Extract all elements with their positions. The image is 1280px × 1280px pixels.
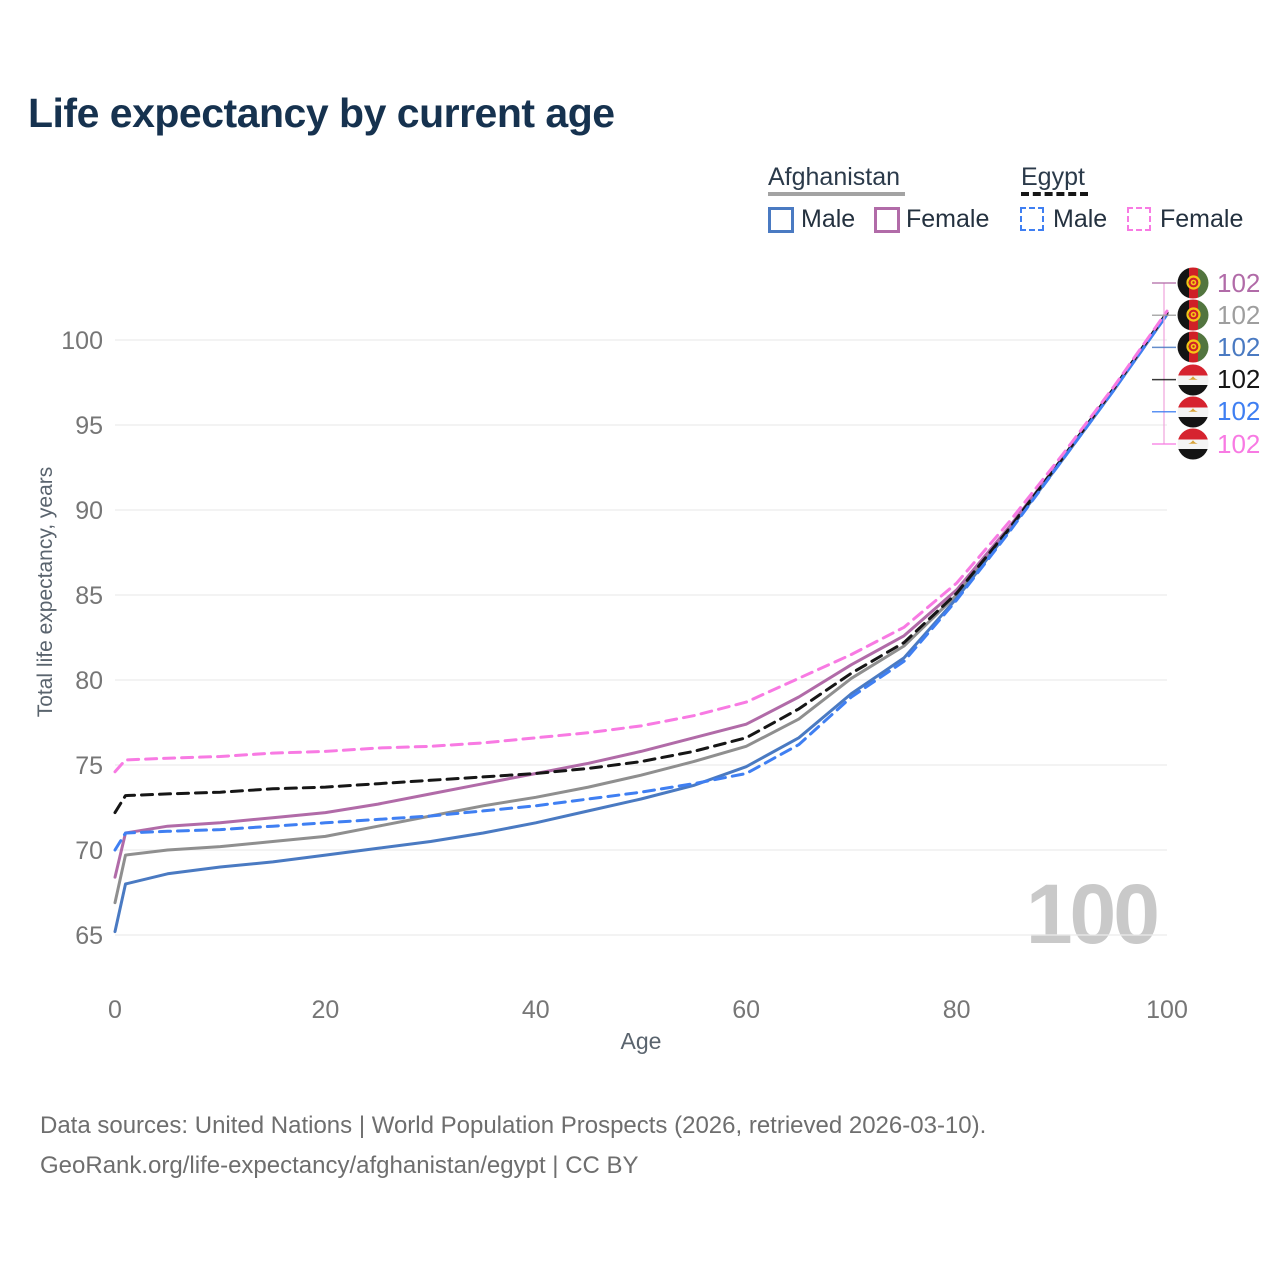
footer-attribution: GeoRank.org/life-expectancy/afghanistan/… — [40, 1152, 639, 1179]
afghanistan-flag-icon — [1177, 299, 1209, 331]
y-tick-label-65: 65 — [75, 922, 103, 950]
series-line-egypt-male[interactable] — [113, 313, 1169, 852]
x-tick-label-80: 80 — [943, 996, 971, 1024]
footer-data-sources: Data sources: United Nations | World Pop… — [40, 1112, 987, 1139]
series-line-egypt-total[interactable] — [113, 311, 1169, 815]
end-label-row: 102 — [1177, 331, 1260, 363]
legend-label-egypt-female[interactable]: Female — [1160, 205, 1244, 233]
x-axis-title: Age — [620, 1028, 662, 1054]
legend-underline-egypt — [1021, 192, 1088, 196]
egypt-flag-icon — [1177, 428, 1209, 460]
end-label-value: 102 — [1217, 428, 1261, 459]
y-tick-label-80: 80 — [75, 667, 103, 695]
y-tick-label-85: 85 — [75, 582, 103, 610]
x-tick-label-60: 60 — [732, 996, 760, 1024]
legend-swatch-afghanistan-female[interactable] — [874, 207, 900, 233]
series-line-afghanistan-female[interactable] — [113, 311, 1169, 879]
legend-label-afghanistan-female[interactable]: Female — [906, 205, 990, 233]
end-label-value: 102 — [1217, 396, 1261, 427]
y-tick-label-75: 75 — [75, 752, 103, 780]
x-tick-label-40: 40 — [522, 996, 550, 1024]
x-tick-label-0: 0 — [108, 996, 122, 1024]
chart-title: Life expectancy by current age — [28, 90, 615, 136]
y-tick-label-95: 95 — [75, 412, 103, 440]
legend-swatch-egypt-female[interactable] — [1127, 207, 1151, 231]
footer: Data sources: United Nations | World Pop… — [40, 1106, 986, 1186]
end-label-value: 102 — [1217, 331, 1261, 362]
series-line-afghanistan-total[interactable] — [113, 311, 1169, 905]
end-label-value: 102 — [1217, 299, 1261, 330]
x-tick-label-20: 20 — [311, 996, 339, 1024]
end-label-row: 102 — [1177, 267, 1260, 299]
end-label-row: 102 — [1177, 428, 1260, 460]
series-line-afghanistan-male[interactable] — [113, 313, 1169, 934]
legend-country-afghanistan[interactable]: Afghanistan — [768, 163, 901, 191]
egypt-flag-icon — [1177, 364, 1209, 396]
egypt-flag-icon — [1177, 396, 1209, 428]
hovered-age-watermark: 100 — [1025, 867, 1160, 961]
legend-underline-afghanistan — [768, 192, 905, 196]
y-tick-label-70: 70 — [75, 837, 103, 865]
afghanistan-flag-icon — [1177, 331, 1209, 363]
end-label-value: 102 — [1217, 267, 1261, 298]
end-label-row: 102 — [1177, 299, 1260, 331]
end-label-row: 102 — [1177, 364, 1260, 396]
end-label-value: 102 — [1217, 364, 1261, 395]
y-axis-title: Total life expectancy, years — [34, 466, 57, 718]
end-label-row: 102 — [1177, 396, 1260, 428]
y-tick-label-90: 90 — [75, 497, 103, 525]
legend-label-egypt-male[interactable]: Male — [1053, 205, 1108, 233]
legend-swatch-egypt-male[interactable] — [1020, 207, 1044, 231]
legend-label-afghanistan-male[interactable]: Male — [801, 205, 856, 233]
legend-country-egypt[interactable]: Egypt — [1021, 163, 1085, 191]
x-tick-label-100: 100 — [1146, 996, 1188, 1024]
legend-swatch-afghanistan-male[interactable] — [768, 207, 794, 233]
y-tick-label-100: 100 — [61, 327, 103, 355]
afghanistan-flag-icon — [1177, 267, 1209, 299]
series-line-egypt-female[interactable] — [113, 309, 1169, 774]
